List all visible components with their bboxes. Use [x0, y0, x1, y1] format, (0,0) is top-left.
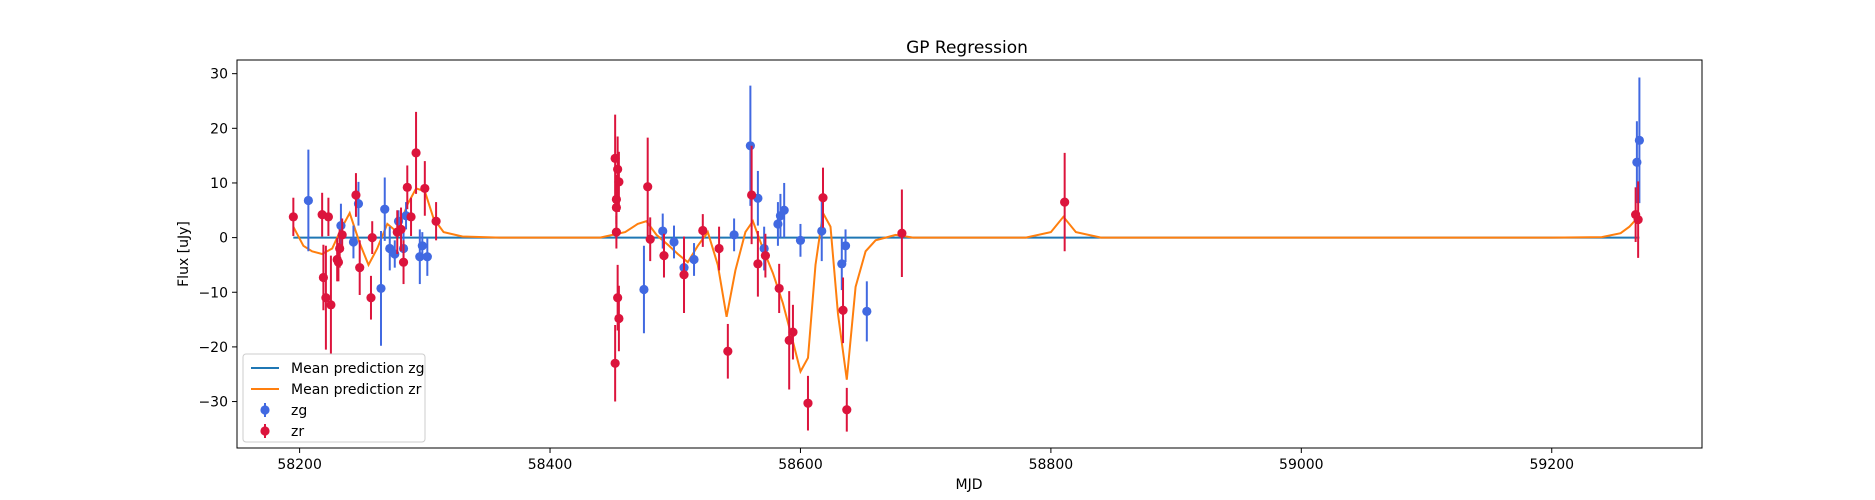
- legend-label: zg: [291, 403, 307, 419]
- zr-point-10: [351, 190, 361, 200]
- zr-point-21: [431, 216, 441, 226]
- zr-point-3: [321, 293, 331, 303]
- zr-point-19: [411, 148, 421, 158]
- zr-point-4: [323, 212, 334, 222]
- zr-point-51: [1633, 214, 1643, 225]
- x-axis-label: MJD: [956, 477, 983, 493]
- legend-swatch-marker: [260, 426, 270, 436]
- zr-point-37: [723, 346, 733, 356]
- zr-point-38: [747, 190, 757, 200]
- y-axis-label: Flux [uJy]: [176, 221, 192, 287]
- legend-label: zr: [291, 424, 304, 440]
- zg-point-1: [336, 220, 346, 231]
- zg-point-15: [658, 226, 668, 236]
- zg-point-18: [689, 254, 699, 265]
- zr-point-40: [760, 251, 771, 261]
- x-tick-label: 58200: [277, 457, 322, 473]
- y-tick-label: 10: [210, 176, 228, 192]
- zg-point-29: [840, 241, 851, 251]
- zr-point-0: [288, 212, 298, 222]
- y-tick-label: −30: [198, 395, 228, 411]
- zg-point-22: [759, 243, 769, 254]
- plot-area: [288, 77, 1644, 432]
- zg-point-14: [639, 284, 649, 295]
- zr-point-36: [714, 243, 724, 254]
- x-tick-label: 58600: [778, 457, 823, 473]
- zg-point-19: [729, 230, 739, 240]
- y-tick-label: 0: [219, 231, 228, 247]
- zr-point-17: [402, 182, 412, 192]
- zr-point-15: [396, 224, 406, 235]
- zg-point-4: [376, 283, 386, 294]
- zr-point-12: [366, 293, 376, 303]
- zg-point-12: [417, 241, 427, 251]
- legend-box: [242, 353, 426, 443]
- zg-point-28: [837, 259, 847, 269]
- zg-point-30: [862, 306, 872, 316]
- zr-point-35: [698, 225, 708, 236]
- zr-point-47: [842, 405, 852, 415]
- x-tick-label: 59000: [1279, 457, 1324, 473]
- x-tick-label: 58400: [528, 457, 573, 473]
- zr-point-46: [838, 305, 848, 315]
- zr-point-27: [613, 164, 623, 174]
- zr-point-33: [659, 251, 669, 261]
- zr-point-22: [610, 358, 620, 368]
- zr-point-11: [355, 263, 365, 273]
- chart-title: GP Regression: [906, 38, 1028, 58]
- legend-label: Mean prediction zg: [291, 361, 425, 377]
- zg-point-25: [779, 205, 789, 215]
- y-tick-label: −10: [198, 285, 228, 301]
- zr-point-18: [406, 212, 416, 222]
- zg-point-5: [380, 204, 390, 214]
- zr-point-44: [803, 398, 813, 408]
- zg-point-16: [669, 237, 679, 247]
- zr-point-32: [645, 234, 655, 244]
- zr-point-45: [818, 193, 828, 203]
- y-tick-label: −20: [198, 340, 228, 356]
- zg-point-20: [745, 141, 755, 151]
- zr-point-16: [398, 257, 409, 267]
- zr-point-43: [788, 327, 798, 337]
- y-tick-label: 20: [210, 121, 228, 137]
- axis-ticks: 58200 58400 58600 58800 59000 59200 −30 −20 −10 0…: [198, 67, 1574, 473]
- zr-point-31: [643, 182, 653, 192]
- zr-point-7: [333, 257, 344, 267]
- zr-point-29: [614, 177, 624, 187]
- zr-point-20: [420, 183, 430, 194]
- series-zr: [288, 111, 1643, 432]
- zg-point-32: [1634, 135, 1644, 145]
- zr-point-49: [1060, 197, 1070, 207]
- zg-point-27: [817, 226, 827, 236]
- series-zg: [303, 77, 1644, 346]
- legend-swatch-marker: [260, 405, 270, 415]
- zr-point-34: [679, 270, 689, 280]
- zg-point-13: [422, 252, 432, 262]
- zr-point-41: [774, 283, 784, 294]
- zg-point-26: [795, 235, 806, 245]
- y-tick-label: 30: [210, 67, 228, 83]
- zr-point-42: [784, 335, 794, 345]
- legend-label: Mean prediction zr: [291, 382, 422, 398]
- x-tick-label: 58800: [1029, 457, 1074, 473]
- x-tick-label: 59200: [1529, 457, 1574, 473]
- zr-point-28: [613, 293, 623, 303]
- zr-point-48: [897, 228, 907, 238]
- zr-point-30: [614, 313, 624, 324]
- zg-point-0: [303, 195, 313, 206]
- plot-frame: [236, 59, 1703, 449]
- zg-point-2: [348, 237, 359, 247]
- zr-point-26: [611, 227, 621, 237]
- legend: Mean prediction zg Mean prediction zr zg zr: [242, 353, 426, 443]
- zr-point-13: [367, 233, 377, 243]
- zr-point-39: [753, 259, 763, 269]
- zr-point-5: [326, 300, 336, 310]
- zr-point-9: [337, 230, 347, 240]
